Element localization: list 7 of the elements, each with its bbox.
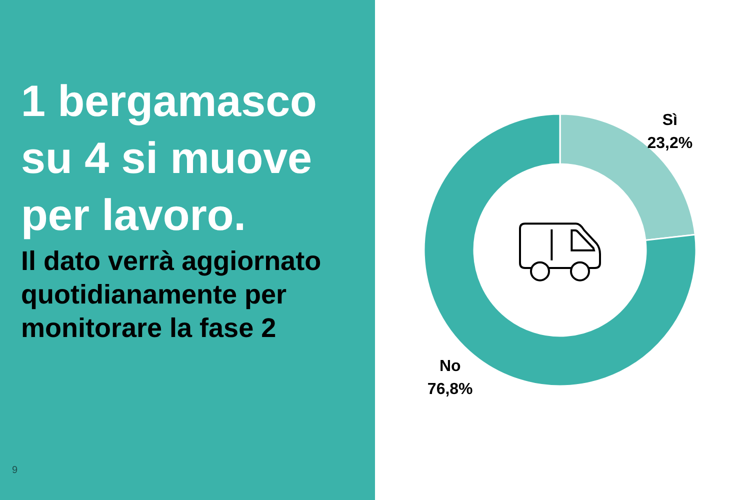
text: 1 bergamasco su 4 si muove per lavoro. <box>21 77 317 240</box>
data-label: 76,8% <box>427 381 473 398</box>
slice-label: No <box>439 358 461 376</box>
text: 9 <box>12 465 18 476</box>
slice-label: Sì <box>662 112 678 129</box>
data-label: 23,2% <box>647 134 693 152</box>
text: Il dato verrà aggiornato quotidianamente per monitorare la fase 2 <box>21 246 322 343</box>
